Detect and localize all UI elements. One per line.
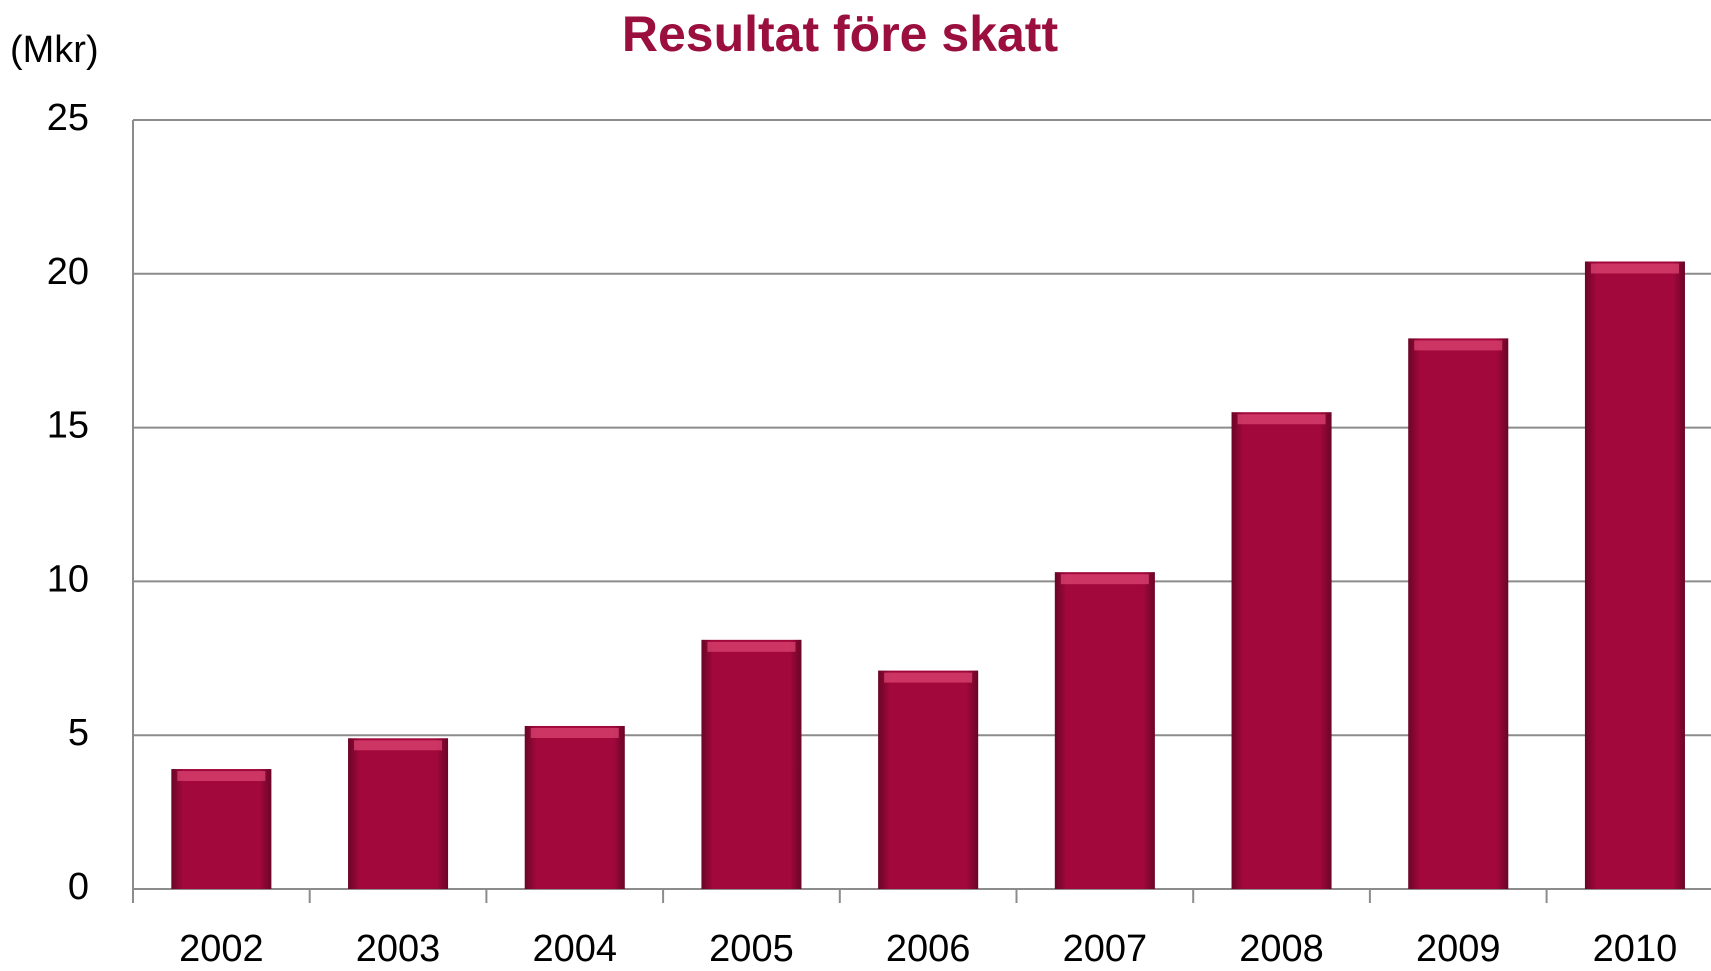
y-axis-label: (Mkr) bbox=[10, 29, 99, 71]
bar-cap bbox=[1414, 340, 1503, 351]
y-tick-label: 25 bbox=[47, 97, 89, 139]
y-tick-label: 15 bbox=[47, 405, 89, 447]
x-tick-label: 2010 bbox=[1593, 928, 1678, 970]
bar-shade bbox=[348, 738, 449, 889]
y-tick-label: 20 bbox=[47, 251, 89, 293]
bar-cap bbox=[884, 672, 973, 683]
bar-cap bbox=[530, 727, 619, 738]
y-tick-label: 5 bbox=[68, 712, 89, 754]
y-tick-label: 10 bbox=[47, 558, 89, 600]
x-tick-label: 2008 bbox=[1239, 928, 1324, 970]
x-tick-label: 2006 bbox=[886, 928, 971, 970]
bar-shade bbox=[878, 670, 979, 889]
bar-cap bbox=[1590, 263, 1679, 274]
bar-shade bbox=[1584, 261, 1685, 890]
x-tick-label: 2005 bbox=[709, 928, 794, 970]
x-tick-label: 2007 bbox=[1063, 928, 1148, 970]
x-tick-label: 2004 bbox=[532, 928, 617, 970]
bar-cap bbox=[1237, 414, 1326, 425]
bar-shade bbox=[1054, 572, 1155, 889]
bar-cap bbox=[177, 771, 266, 782]
x-tick-label: 2002 bbox=[179, 928, 264, 970]
bar-cap bbox=[707, 641, 796, 652]
x-tick-label: 2003 bbox=[356, 928, 441, 970]
bar-shade bbox=[701, 639, 802, 889]
bar-shade bbox=[524, 725, 625, 889]
bar-cap bbox=[354, 740, 443, 751]
bar-shade bbox=[1408, 338, 1509, 889]
chart-title: Resultat före skatt bbox=[622, 6, 1059, 62]
bar-cap bbox=[1060, 574, 1149, 585]
bar-shade bbox=[1231, 412, 1332, 889]
x-tick-label: 2009 bbox=[1416, 928, 1501, 970]
bar-shade bbox=[171, 769, 272, 889]
y-tick-label: 0 bbox=[68, 866, 89, 908]
